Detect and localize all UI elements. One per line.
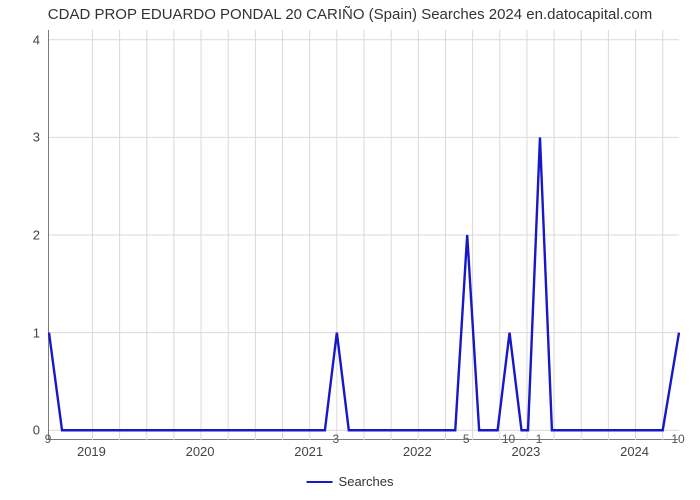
data-point-label: 10 <box>502 432 515 446</box>
legend: Searches <box>307 474 394 489</box>
data-point-label: 5 <box>463 432 470 446</box>
y-tick-label: 1 <box>33 325 40 340</box>
legend-label: Searches <box>339 474 394 489</box>
data-point-label: 1 <box>536 432 543 446</box>
plot-area <box>48 30 678 440</box>
data-point-label: 10 <box>671 432 684 446</box>
data-point-label: 3 <box>333 432 340 446</box>
legend-swatch <box>307 481 333 483</box>
y-tick-label: 4 <box>33 32 40 47</box>
x-tick-label: 2023 <box>511 444 540 459</box>
gridlines <box>49 30 679 440</box>
x-tick-label: 2024 <box>620 444 649 459</box>
chart-title: CDAD PROP EDUARDO PONDAL 20 CARIÑO (Spai… <box>0 6 700 23</box>
x-tick-label: 2020 <box>186 444 215 459</box>
plot-svg <box>49 30 679 440</box>
x-tick-label: 2022 <box>403 444 432 459</box>
y-tick-label: 2 <box>33 228 40 243</box>
x-tick-label: 2021 <box>294 444 323 459</box>
data-point-label: 9 <box>45 432 52 446</box>
x-tick-label: 2019 <box>77 444 106 459</box>
y-tick-label: 0 <box>33 423 40 438</box>
chart-container: CDAD PROP EDUARDO PONDAL 20 CARIÑO (Spai… <box>0 0 700 500</box>
y-tick-label: 3 <box>33 130 40 145</box>
